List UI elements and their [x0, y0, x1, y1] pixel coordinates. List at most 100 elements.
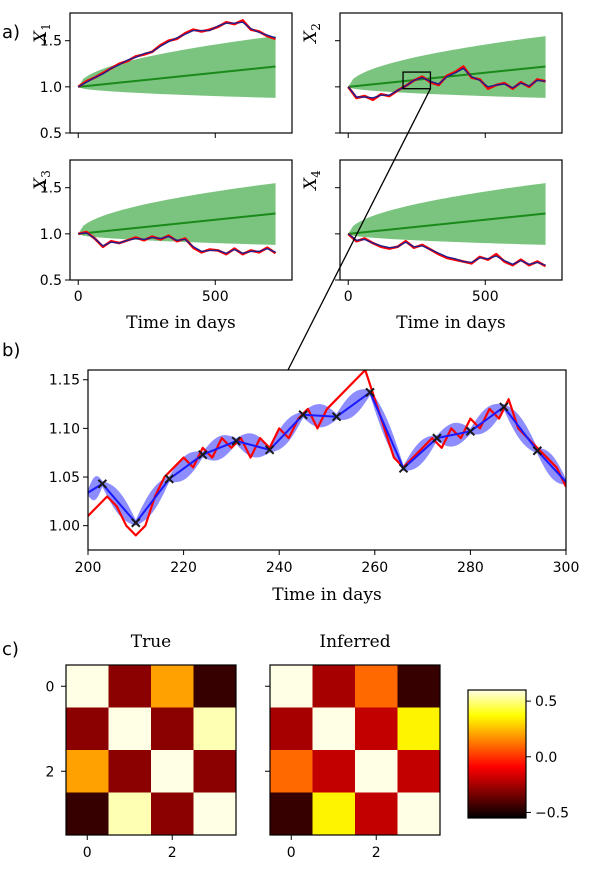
- colorbar-step: [468, 768, 526, 772]
- colorbar-step: [468, 800, 526, 804]
- colorbar-step: [468, 771, 526, 774]
- y-tick-label: 1.0: [40, 80, 62, 96]
- colorbar-step: [468, 773, 526, 776]
- mean-line: [348, 212, 546, 235]
- colorbar-step: [468, 798, 526, 802]
- cross-marker: [131, 518, 141, 528]
- mean-line: [78, 65, 276, 88]
- colorbar-step: [468, 756, 526, 759]
- colorbar-step: [468, 794, 526, 798]
- colorbar-step: [468, 786, 526, 789]
- cross-marker-stroke: [198, 449, 208, 460]
- colorbar-step: [468, 815, 526, 819]
- panel-label-a: a): [2, 22, 20, 43]
- heatmap-cell: [193, 750, 237, 793]
- heatmap-cell: [312, 750, 356, 793]
- y-tick-label: 1.15: [49, 373, 80, 389]
- heatmap-cell: [397, 665, 441, 708]
- subplot-x3: 0.5 1.0 1.5 0 500 Time in days X3: [31, 159, 293, 333]
- heatmap-cell: [312, 665, 356, 708]
- colorbar-step: [468, 792, 526, 795]
- heatmap-inferred: Inferred 0 2: [265, 632, 441, 861]
- zoom-box: [402, 71, 432, 90]
- colorbar-step: [468, 796, 526, 800]
- observed-series-line: [347, 232, 547, 268]
- y-axis-label-sub: 2: [309, 23, 323, 31]
- colorbar-step: [468, 779, 526, 783]
- colorbar-step: [468, 764, 526, 768]
- heatmap-cell: [151, 792, 194, 836]
- cross-marker-stroke: [131, 518, 141, 528]
- colorbar: 0.5 0.0 −0.5: [467, 689, 569, 821]
- observed-series-line: [77, 230, 277, 256]
- cross-marker: [264, 445, 275, 455]
- panel-label-c: c): [2, 639, 19, 660]
- colorbar-step: [468, 747, 526, 751]
- colorbar-step: [468, 754, 526, 757]
- colorbar-step: [468, 692, 526, 695]
- plot-frame: [339, 12, 563, 134]
- heatmap-cell: [193, 707, 237, 751]
- x-tick-label: 2: [372, 845, 381, 861]
- plot-frame: [69, 159, 293, 281]
- heatmap-cell: [151, 750, 194, 793]
- heatmap-cell: [355, 792, 398, 836]
- colorbar-step: [468, 760, 526, 763]
- heatmap-cell: [270, 750, 313, 793]
- colorbar-step: [468, 704, 526, 708]
- confidence-band: [78, 36, 276, 98]
- confidence-band: [348, 36, 546, 98]
- x-tick-label: 220: [170, 560, 197, 576]
- cross-marker-stroke: [331, 411, 342, 422]
- colorbar-step: [468, 715, 526, 719]
- fitted-series-line: [77, 21, 276, 88]
- x-tick-label: 500: [202, 289, 229, 305]
- y-axis-label-main: X: [301, 30, 321, 45]
- cross-marker-stroke: [499, 402, 509, 412]
- heatmap-cell: [355, 707, 398, 751]
- x-axis-label: Time in days: [126, 313, 236, 333]
- colorbar-step: [468, 726, 526, 729]
- cross-marker: [532, 446, 543, 456]
- colorbar-step: [468, 751, 526, 755]
- fitted-series-line: [347, 233, 546, 266]
- y-tick-label: 1.0: [40, 227, 62, 243]
- y-tick-label: 1.5: [40, 34, 62, 50]
- cross-marker-stroke: [465, 426, 476, 437]
- y-tick-label: 2: [46, 764, 55, 780]
- cross-marker: [298, 410, 308, 420]
- y-tick-label: 1.10: [49, 421, 80, 437]
- colorbar-step: [468, 700, 526, 704]
- y-axis-label-sub: 3: [39, 170, 53, 178]
- colorbar-step: [468, 790, 526, 793]
- colorbar-tick-label: −0.5: [535, 805, 569, 821]
- colorbar-step: [468, 709, 526, 712]
- fitted-series-line: [78, 232, 276, 254]
- subplot-x4: 0 500 Time in days X4: [301, 159, 563, 333]
- heatmap-cell: [151, 707, 194, 751]
- cross-marker-stroke: [432, 433, 442, 443]
- colorbar-step: [468, 741, 526, 744]
- y-tick-label: 1.5: [40, 181, 62, 197]
- heatmap-cell: [270, 792, 313, 836]
- heatmap-cell: [270, 665, 313, 708]
- x-tick-label: 0: [287, 845, 296, 861]
- cross-marker-stroke: [231, 436, 241, 446]
- plot-frame: [87, 369, 567, 551]
- confidence-band: [78, 183, 276, 245]
- zoom-connector: [287, 88, 432, 371]
- cross-marker: [198, 449, 208, 460]
- x-tick-label: 0: [344, 289, 353, 305]
- y-axis-label-main: X: [31, 30, 51, 45]
- cross-marker: [164, 474, 174, 484]
- x-tick-label: 240: [266, 560, 293, 576]
- colorbar-step: [468, 711, 526, 714]
- y-axis-label: X3: [31, 170, 53, 192]
- heatmap-cell: [66, 792, 109, 836]
- zoom-connector-line: [287, 88, 432, 371]
- subplot-zoom: 1.00 1.05 1.10 1.15 200 220 240 260 280 300 Time i…: [49, 369, 579, 605]
- colorbar-step: [468, 713, 526, 716]
- colorbar-step: [468, 813, 526, 817]
- heatmap-cell: [312, 707, 356, 751]
